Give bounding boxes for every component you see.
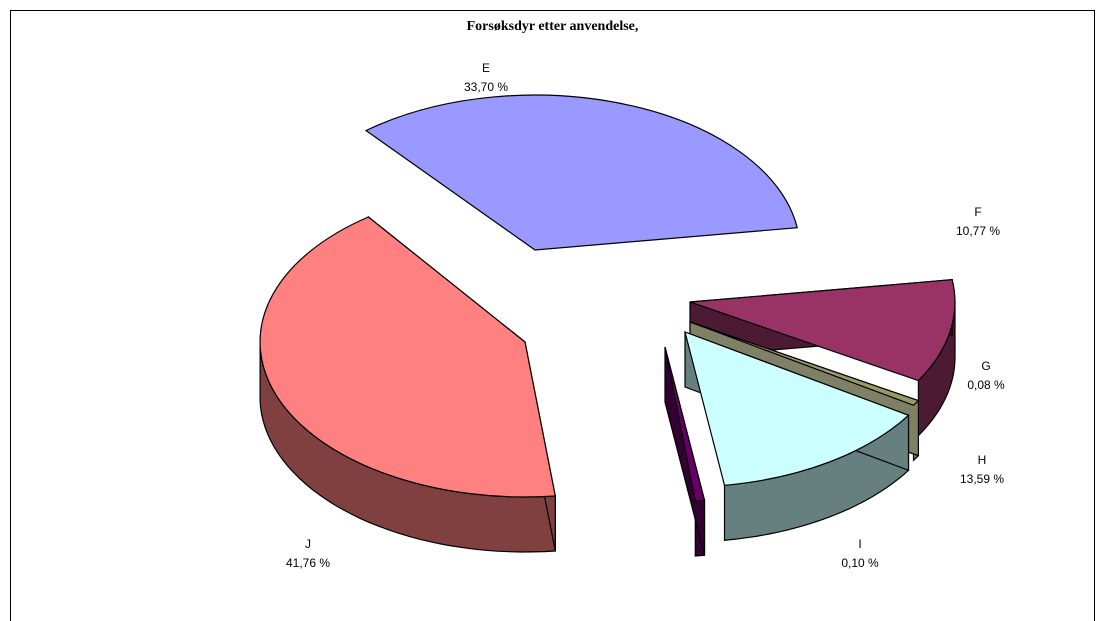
label-f-category: F xyxy=(974,205,981,219)
label-j-value: 41,76 % xyxy=(286,556,330,570)
slice-f xyxy=(689,279,956,382)
slice-i xyxy=(664,346,706,502)
label-h-category: H xyxy=(978,453,987,467)
label-h-value: 13,59 % xyxy=(960,472,1004,486)
slice-e xyxy=(364,94,798,251)
slice-g xyxy=(689,321,920,406)
slice-j xyxy=(259,216,557,498)
label-f-value: 10,77 % xyxy=(956,224,1000,238)
slice-h xyxy=(684,331,910,486)
label-g-category: G xyxy=(981,359,990,373)
label-e-value: 33,70 % xyxy=(464,80,508,94)
label-i-value: 0,10 % xyxy=(841,556,879,570)
label-e-category: E xyxy=(482,61,490,75)
label-i-category: I xyxy=(858,537,861,551)
chart-title: Forsøksdyr etter anvendelse, xyxy=(466,19,639,34)
label-g-value: 0,08 % xyxy=(967,378,1005,392)
label-j-category: J xyxy=(305,537,311,551)
